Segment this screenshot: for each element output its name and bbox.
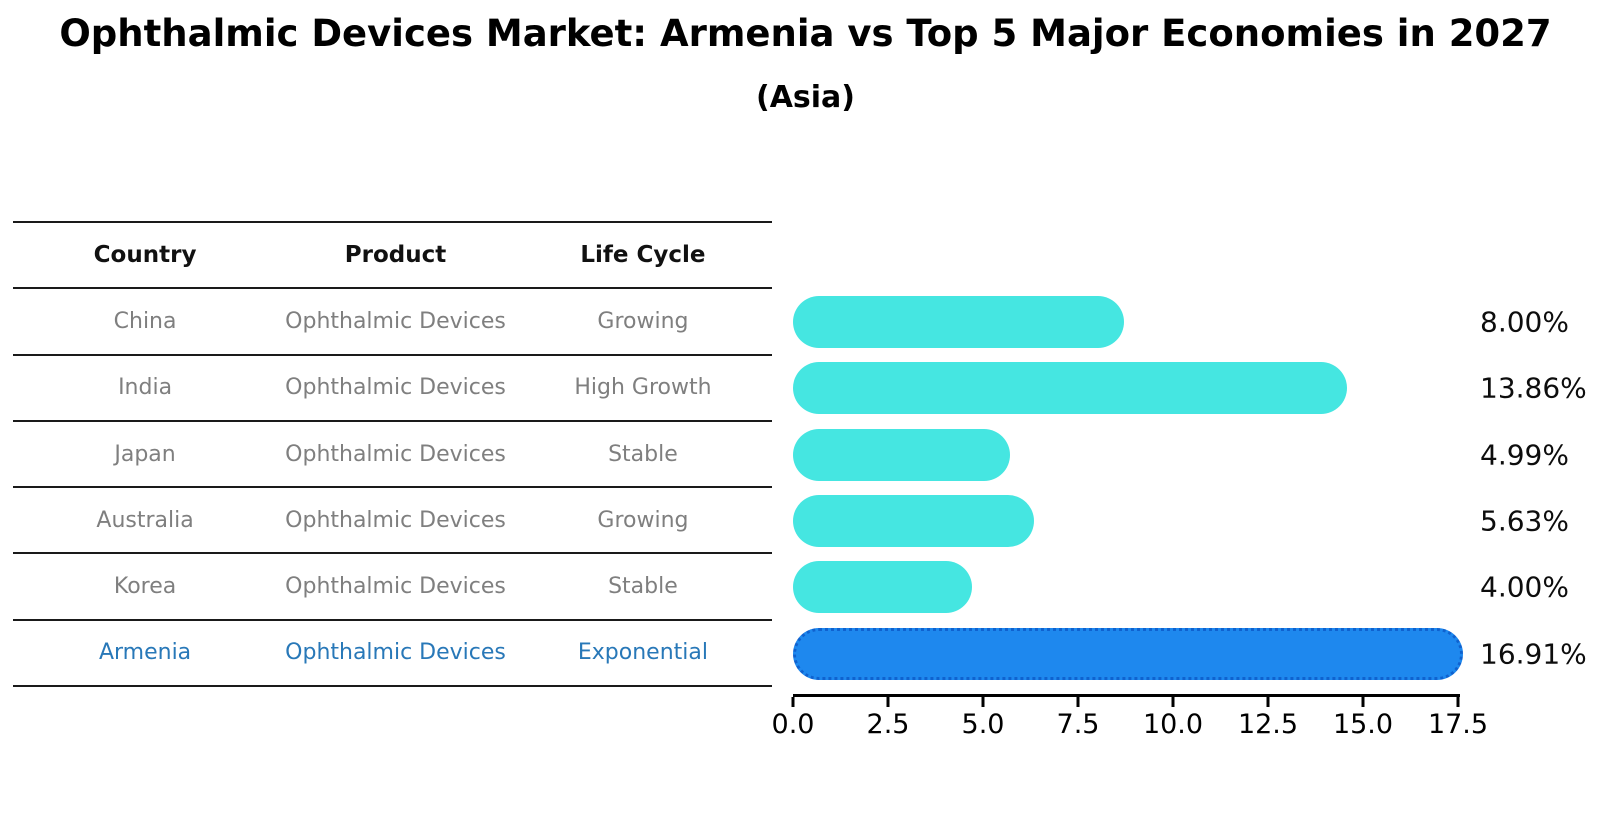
column-header-life-cycle: Life Cycle [580,242,706,269]
cell-product: Ophthalmic Devices [285,574,506,600]
cell-life-cycle: Stable [608,574,678,600]
cell-product: Ophthalmic Devices [285,375,506,401]
tick-label: 17.5 [1427,709,1489,740]
table-row: Japan Ophthalmic Devices Stable [13,419,772,486]
table-row: Korea Ophthalmic Devices Stable [13,552,772,618]
tick-mark [886,697,890,707]
tick-mark [791,697,795,707]
bar-value-label: 4.99% [1480,438,1569,472]
cell-life-cycle: Exponential [577,640,708,666]
country-table: Country Product Life Cycle China Ophthal… [13,221,772,688]
bar [793,494,1034,547]
cell-country: Armenia [98,640,192,666]
bar-row: 13.86% [793,355,1611,421]
tick-label: 12.5 [1237,709,1299,740]
tick-mark [1076,697,1080,707]
cell-country: China [113,308,177,334]
cell-product: Ophthalmic Devices [285,640,506,666]
bar-row: 4.99% [793,422,1611,488]
table-row: China Ophthalmic Devices Growing [13,287,772,353]
bar-value-label: 4.00% [1480,570,1569,604]
column-header-country: Country [93,242,197,269]
bar-value-label: 16.91% [1480,637,1587,671]
chart-title: Ophthalmic Devices Market: Armenia vs To… [59,12,1552,55]
tick-mark [981,697,985,707]
cell-country: Australia [96,507,194,533]
tick-label: 2.5 [866,709,910,740]
table-row: Australia Ophthalmic Devices Growing [13,486,772,552]
table-header-row: Country Product Life Cycle [13,221,772,287]
bar-row: 5.63% [793,488,1611,554]
cell-country: Japan [114,441,176,467]
chart-subtitle: (Asia) [755,80,856,115]
tick-label: 15.0 [1332,709,1394,740]
bar [793,296,1124,348]
tick-label: 0.0 [771,709,815,740]
tick-mark [1456,697,1460,707]
bar [793,561,972,614]
table-row: Armenia Ophthalmic Devices Exponential [13,618,772,685]
tick-label: 10.0 [1142,709,1204,740]
cell-product: Ophthalmic Devices [285,507,506,533]
bar [793,627,1463,680]
x-axis: 0.0 2.5 5.0 7.5 10.0 12.5 15.0 17.5 [772,694,1488,740]
bar-value-label: 8.00% [1480,305,1569,339]
column-header-product: Product [344,242,447,269]
tick-mark [1171,697,1175,707]
cell-country: Korea [113,574,177,600]
cell-product: Ophthalmic Devices [285,308,506,334]
cell-life-cycle: Growing [597,308,689,334]
cell-country: India [118,375,173,401]
bar [793,428,1010,481]
bar-value-label: 13.86% [1480,371,1587,405]
bar-chart: 8.00% 13.86% 4.99% 5.63% 4.00% 16.91% [793,289,1611,687]
tick-label: 7.5 [1056,709,1100,740]
bar [793,362,1347,415]
bar-row: 16.91% [793,621,1611,687]
bar-value-label: 5.63% [1480,504,1569,538]
cell-life-cycle: Growing [597,507,689,533]
tick-label: 5.0 [961,709,1005,740]
bar-row: 8.00% [793,289,1611,355]
cell-life-cycle: High Growth [574,375,712,401]
bar-row: 4.00% [793,554,1611,620]
cell-life-cycle: Stable [608,441,678,467]
table-row: India Ophthalmic Devices High Growth [13,353,772,420]
cell-product: Ophthalmic Devices [285,441,506,467]
tick-mark [1361,697,1365,707]
tick-mark [1266,697,1270,707]
